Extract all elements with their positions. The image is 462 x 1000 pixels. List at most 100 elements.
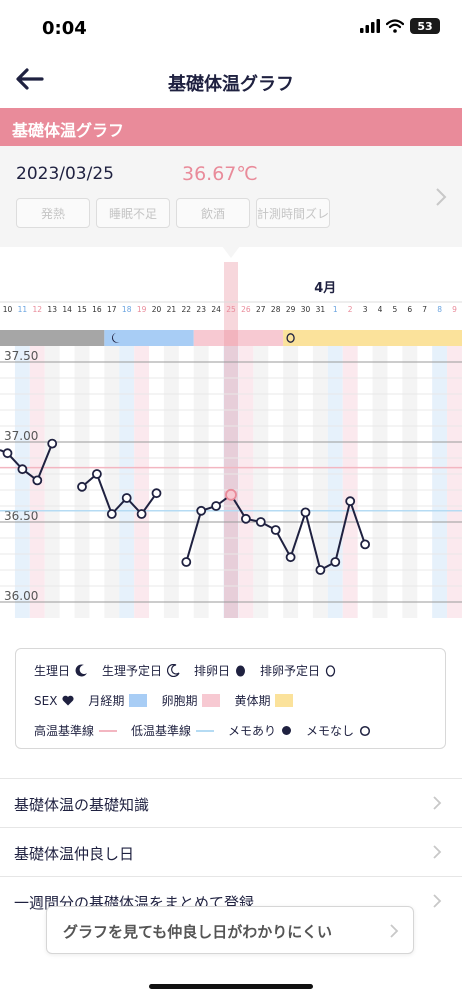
status-icons: 53: [360, 18, 440, 34]
legend-label: 生理予定日: [102, 664, 163, 678]
list-item-intimacy-days[interactable]: 基礎体温仲良し日: [0, 827, 462, 876]
egg-filled-icon: [235, 664, 246, 677]
legend-label: 低温基準線: [131, 724, 192, 738]
ovulation-expected-icon: [286, 333, 295, 343]
x-tick-label: 21: [167, 305, 177, 314]
data-point: [270, 525, 281, 535]
banner-text: グラフを見ても仲良し日がわかりにくい: [63, 923, 332, 941]
x-tick-label: 16: [92, 305, 102, 314]
high-line-swatch: [99, 729, 118, 732]
x-tick-label: 22: [182, 305, 192, 314]
condition-tags: 発熱 睡眠不足 飲酒 計測時間ズレ: [16, 198, 330, 228]
series-line: [334, 500, 352, 563]
legend-row-1: 生理日 生理予定日 排卵日 排卵予定日: [34, 662, 350, 679]
help-banner[interactable]: グラフを見ても仲良し日がわかりにくい: [46, 906, 414, 954]
heart-icon: [62, 695, 74, 706]
list-item-label: 基礎体温の基礎知識: [14, 796, 150, 814]
x-tick-label: 9: [452, 305, 457, 314]
x-tick-label: 28: [271, 305, 281, 314]
legend-follicular-phase: 卵胞期: [161, 692, 221, 709]
dot-outline-icon: [359, 725, 371, 737]
section-header: 基礎体温グラフ: [0, 108, 462, 146]
temperature-chart[interactable]: 37.50 37.00 36.50 36.00 10 11 12 13 14 15 16 17 18 19…: [0, 262, 462, 622]
phase-bar: [283, 330, 462, 346]
legend-label: メモなし: [306, 724, 355, 738]
data-point: [255, 517, 266, 527]
legend-label: 卵胞期: [161, 694, 198, 708]
x-tick-label: 1: [333, 305, 338, 314]
data-point: [240, 513, 251, 524]
x-tick-label: 5: [393, 305, 398, 314]
series-line: [274, 529, 292, 558]
legend-period-day: 生理日: [34, 662, 88, 679]
chevron-right-icon: [433, 894, 442, 908]
page-title: 基礎体温グラフ: [168, 74, 294, 95]
data-point: [225, 488, 237, 501]
x-tick-label: 8: [437, 305, 442, 314]
x-tick-label: 18: [122, 305, 132, 314]
x-tick-label: 12: [33, 305, 43, 314]
legend-high-line: 高温基準線: [34, 722, 118, 739]
tag-measurement-time-gap[interactable]: 計測時間ズレ: [256, 198, 330, 228]
legend-luteal-phase: 黄体期: [234, 692, 294, 709]
list-item-basics[interactable]: 基礎体温の基礎知識: [0, 778, 462, 827]
data-point: [151, 488, 162, 499]
x-tick-label: 25: [226, 305, 236, 314]
x-tick-label: 15: [77, 305, 87, 314]
home-indicator: [149, 984, 313, 989]
x-tick-label: 3: [363, 305, 368, 314]
day-column: [238, 332, 254, 618]
status-bar: 0:04 53: [0, 0, 462, 54]
data-point: [360, 539, 371, 550]
data-point: [181, 557, 192, 567]
data-point: [47, 438, 58, 449]
day-column: [223, 332, 239, 618]
phase-bar-previous: [0, 330, 105, 346]
back-button[interactable]: [14, 66, 50, 96]
series-line: [185, 510, 203, 563]
x-tick-label: 10: [3, 305, 13, 314]
legend-memo-yes: メモあり: [228, 722, 292, 739]
moon-outline-icon: [167, 664, 180, 677]
day-column: [312, 332, 328, 618]
selected-temperature: 36.67℃: [182, 163, 258, 185]
chevron-right-icon: [433, 796, 442, 810]
x-tick-label: 11: [18, 305, 28, 314]
x-tick-label: 23: [196, 305, 206, 314]
day-column: [402, 332, 418, 618]
series-line: [36, 443, 54, 481]
section-title: 基礎体温グラフ: [12, 121, 125, 140]
legend-ovulation-day: 排卵日: [194, 662, 246, 679]
x-tick-label: 26: [241, 305, 251, 314]
data-point: [17, 464, 28, 475]
day-column: [447, 332, 462, 618]
selected-day-highlight: [224, 262, 238, 618]
day-column: [134, 332, 150, 618]
series-line: [289, 512, 307, 558]
x-tick-label: 27: [256, 305, 266, 314]
day-column: [29, 332, 45, 618]
legend-label: SEX: [34, 693, 58, 708]
selected-day-panel[interactable]: 2023/03/25 36.67℃ 発熱 睡眠不足 飲酒 計測時間ズレ: [0, 146, 462, 247]
list-item-label: 基礎体温仲良し日: [14, 845, 135, 863]
legend-row-3: 高温基準線 低温基準線 メモあり メモなし: [34, 722, 385, 739]
legend-label: 月経期: [88, 694, 125, 708]
signal-icon: [360, 19, 380, 33]
follicular-swatch: [202, 694, 221, 707]
data-point: [77, 481, 87, 492]
x-tick-label: 6: [407, 305, 412, 314]
day-column: [44, 332, 60, 618]
legend-sex: SEX: [34, 694, 74, 708]
day-column: [193, 332, 209, 618]
tag-drinking[interactable]: 飲酒: [176, 198, 250, 228]
y-tick-label: 37.50: [4, 349, 38, 363]
data-point: [92, 469, 102, 479]
x-tick-label: 13: [47, 305, 57, 314]
x-tick-label: 31: [316, 305, 326, 314]
y-tick-label: 36.50: [4, 509, 38, 523]
x-tick-label: 7: [422, 305, 427, 314]
tag-fever[interactable]: 発熱: [16, 198, 90, 228]
tag-lack-of-sleep[interactable]: 睡眠不足: [96, 198, 170, 228]
day-column: [432, 332, 448, 618]
